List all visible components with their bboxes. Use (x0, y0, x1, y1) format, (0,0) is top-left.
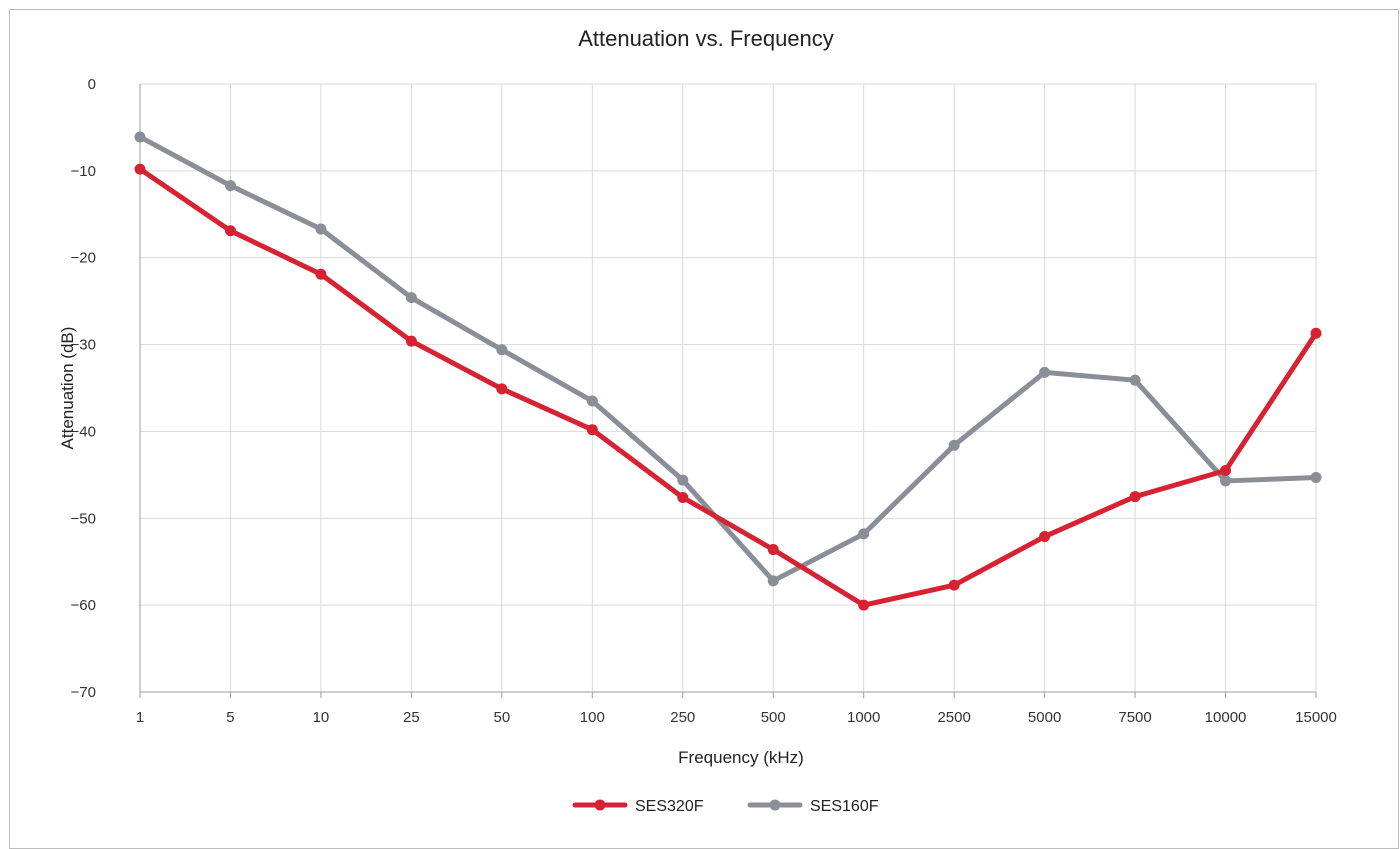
y-tick-label: −60 (71, 597, 96, 614)
data-point-ses320f (1220, 465, 1232, 477)
data-point-ses320f (405, 335, 417, 347)
series-line-ses320f (137, 166, 1319, 608)
data-point-ses320f (1039, 531, 1051, 543)
chart-frame (9, 9, 1399, 849)
data-point-ses160f (1129, 374, 1141, 386)
x-tick-label: 10 (313, 709, 330, 726)
data-point-ses320f (677, 491, 689, 503)
chart-title: Attenuation vs. Frequency (578, 26, 834, 51)
data-point-ses160f (1220, 475, 1232, 487)
data-point-ses320f (224, 225, 236, 237)
data-point-ses320f (948, 579, 960, 591)
legend-marker-ses320f (594, 799, 606, 811)
y-tick-label: −40 (71, 423, 96, 440)
data-point-ses160f (586, 395, 598, 407)
x-tick-label: 10000 (1205, 709, 1247, 726)
x-tick-label: 100 (580, 709, 605, 726)
data-point-ses320f (496, 383, 508, 395)
grid (140, 83, 1317, 692)
data-point-ses160f (224, 180, 236, 192)
data-point-ses160f (677, 474, 689, 486)
x-tick-label: 5 (226, 709, 234, 726)
legend-marker-ses160f (769, 799, 781, 811)
x-axis-title: Frequency (kHz) (678, 748, 804, 767)
data-point-ses320f (586, 424, 598, 436)
series-line-ses160f (137, 134, 1319, 584)
series-layer (134, 131, 1322, 611)
data-point-ses320f (1129, 491, 1141, 503)
data-point-ses320f (858, 599, 870, 611)
data-point-ses160f (134, 131, 146, 143)
y-axis-title: Attenuation (dB) (58, 327, 77, 450)
x-tick-label: 1000 (847, 709, 880, 726)
legend: SES320F SES160F (572, 798, 879, 815)
y-tick-label: −30 (71, 337, 96, 354)
data-point-ses160f (496, 344, 508, 356)
axes: 0 −10 −20 −30 −40 −50 −60 −70 1 5 10 25 50 100 250 500 1… (71, 76, 1337, 726)
x-tick-label: 1 (136, 709, 144, 726)
y-tick-label: 0 (88, 76, 96, 93)
x-tick-label: 25 (403, 709, 420, 726)
legend-label-ses320f: SES320F (635, 798, 704, 815)
x-tick-label: 2500 (937, 709, 970, 726)
data-point-ses160f (315, 223, 327, 235)
x-tick-label: 15000 (1295, 709, 1337, 726)
data-point-ses160f (767, 575, 779, 587)
x-tick-label: 250 (670, 709, 695, 726)
x-tick-label: 50 (494, 709, 511, 726)
x-tick-label: 500 (761, 709, 786, 726)
y-tick-label: −50 (71, 510, 96, 527)
y-tick-label: −20 (71, 250, 96, 267)
x-tick-label: 5000 (1028, 709, 1061, 726)
y-tick-label: −10 (71, 163, 96, 180)
data-point-ses320f (134, 163, 146, 175)
data-point-ses320f (767, 544, 779, 556)
data-point-ses160f (858, 528, 870, 540)
data-point-ses160f (948, 439, 960, 451)
legend-label-ses160f: SES160F (810, 798, 879, 815)
data-point-ses160f (1039, 366, 1051, 378)
data-point-ses320f (1310, 327, 1322, 339)
y-tick-label: −70 (71, 684, 96, 701)
x-tick-label: 7500 (1118, 709, 1151, 726)
data-point-ses160f (405, 292, 417, 304)
data-point-ses320f (315, 268, 327, 280)
data-point-ses160f (1310, 471, 1322, 483)
